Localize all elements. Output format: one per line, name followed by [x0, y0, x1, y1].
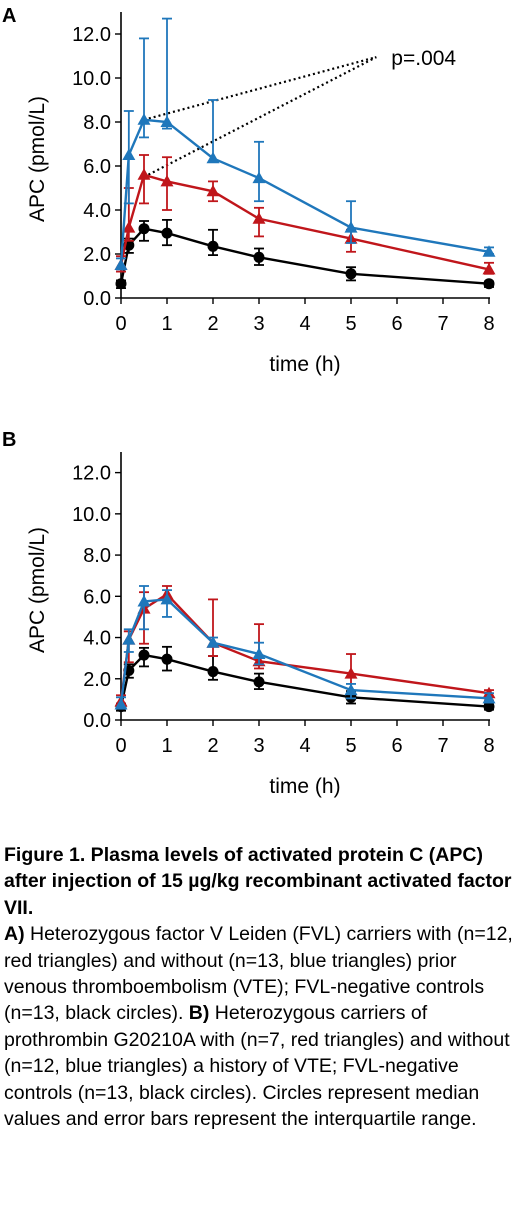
data-point [160, 174, 174, 187]
data-point [137, 594, 151, 607]
panel-a-x-tick-label: 7 [437, 313, 448, 335]
panel-a-y-tick-label: 2.0 [83, 244, 111, 266]
panel-b-y-tick-label: 4.0 [83, 628, 111, 650]
panel-a-y-tick-label: 8.0 [83, 112, 111, 134]
data-point [206, 184, 220, 197]
data-point [207, 240, 219, 252]
panel-b-label: B [2, 429, 16, 451]
panel-a-x-axis-title: time (h) [269, 353, 340, 376]
panel-b-x-axis-title: time (h) [269, 775, 340, 798]
caption-part-b-text: Heterozygous carriers of prothrombin G20… [4, 1002, 510, 1131]
panel-a-group: A 0.0 2.0 4.0 6.0 8.0 10.0 12.0 0 1 2 3 4 5 6 7 8 time (h… [2, 5, 496, 376]
panel-b-x-tick-label: 4 [299, 735, 310, 757]
figure-caption: Figure 1. Plasma levels of activated pro… [4, 842, 516, 1132]
panel-a-y-tick-label: 0.0 [83, 288, 111, 310]
data-point [345, 268, 357, 280]
panel-a-x-tick-label: 4 [299, 313, 310, 335]
data-point [206, 151, 220, 164]
data-point [160, 115, 174, 127]
panel-b-y-axis-title: APC (pmol/L) [26, 527, 49, 653]
panel-b-x-tick-label: 2 [207, 735, 218, 757]
data-point [137, 168, 151, 180]
panel-a-x-tick-label: 1 [161, 313, 172, 335]
panel-a-x-tick-label: 6 [391, 313, 402, 335]
data-point [115, 278, 127, 290]
panel-b-y-tick-label: 12.0 [72, 463, 111, 485]
caption-part-b-label: B) [188, 1002, 210, 1025]
caption-part-a-text: Heterozygous factor V Leiden (FVL) carri… [4, 923, 513, 1025]
data-point [161, 653, 173, 665]
data-point [137, 113, 151, 125]
data-point [252, 171, 266, 184]
panel-b-y-tick-label: 8.0 [83, 545, 111, 567]
data-point [122, 148, 136, 160]
data-point [206, 636, 220, 648]
data-point [207, 666, 219, 678]
data-point [138, 223, 150, 235]
panel-a-x-tick-label: 8 [483, 313, 494, 335]
annotation-dotted-line [143, 56, 377, 121]
panel-b-y-tick-label: 0.0 [83, 710, 111, 732]
data-point [138, 649, 150, 661]
panel-b-x-tick-label: 6 [391, 735, 402, 757]
panel-b-x-tick-label: 7 [437, 735, 448, 757]
data-point [483, 278, 495, 290]
data-point [482, 245, 496, 257]
panel-b-series-0 [115, 645, 495, 713]
panel-b-x-tick-label: 0 [115, 735, 126, 757]
panel-a-series-2 [114, 17, 496, 271]
data-point [344, 221, 358, 233]
data-point [253, 676, 265, 688]
panel-a-series-1 [114, 154, 496, 275]
data-point [161, 227, 173, 239]
panel-b-y-tick-label: 10.0 [72, 504, 111, 526]
panel-b-y-tick-label: 6.0 [83, 586, 111, 608]
series-line [119, 592, 490, 702]
data-point [114, 698, 128, 710]
data-point [160, 592, 174, 605]
panel-b-y-tick-label: 2.0 [83, 669, 111, 691]
data-point [344, 667, 358, 679]
panel-a-series-0 [115, 218, 495, 290]
data-point [114, 258, 128, 270]
panel-b-x-tick-label: 5 [345, 735, 356, 757]
series-line [119, 173, 490, 271]
data-point [122, 221, 136, 233]
panel-a-y-axis-title: APC (pmol/L) [26, 96, 49, 222]
series-line [119, 118, 490, 266]
data-point [344, 683, 358, 696]
annotation-p-value: p=.004 [391, 47, 456, 70]
panel-b-x-tick-label: 1 [161, 735, 172, 757]
panel-a-x-tick-label: 5 [345, 313, 356, 335]
panel-a-x-tick-label: 0 [115, 313, 126, 335]
panel-b-group: B 0.0 2.0 4.0 6.0 8.0 10.0 12.0 0 1 2 3 4 5 6 7 8 time (h… [2, 429, 496, 798]
panel-a-x-tick-label: 2 [207, 313, 218, 335]
data-point [483, 701, 495, 713]
data-point [252, 212, 266, 224]
data-point [122, 633, 136, 645]
data-point [253, 251, 265, 263]
series-line [119, 598, 490, 705]
panel-a-y-tick-label: 6.0 [83, 156, 111, 178]
annotation-dotted-line [143, 56, 377, 178]
panel-a-y-tick-label: 4.0 [83, 200, 111, 222]
panel-a-label: A [2, 5, 16, 27]
panel-a-x-tick-label: 3 [253, 313, 264, 335]
data-point [482, 262, 496, 275]
panel-a-y-tick-label: 12.0 [72, 24, 111, 46]
data-point [252, 647, 266, 660]
panel-b-x-tick-label: 3 [253, 735, 264, 757]
caption-title: Figure 1. Plasma levels of activated pro… [4, 844, 512, 919]
panel-b-x-tick-label: 8 [483, 735, 494, 757]
series-line [119, 653, 490, 708]
panel-b-series-2 [114, 585, 496, 710]
data-point [482, 691, 496, 704]
caption-part-a-label: A) [4, 923, 25, 946]
panel-a-y-tick-label: 10.0 [72, 68, 111, 90]
